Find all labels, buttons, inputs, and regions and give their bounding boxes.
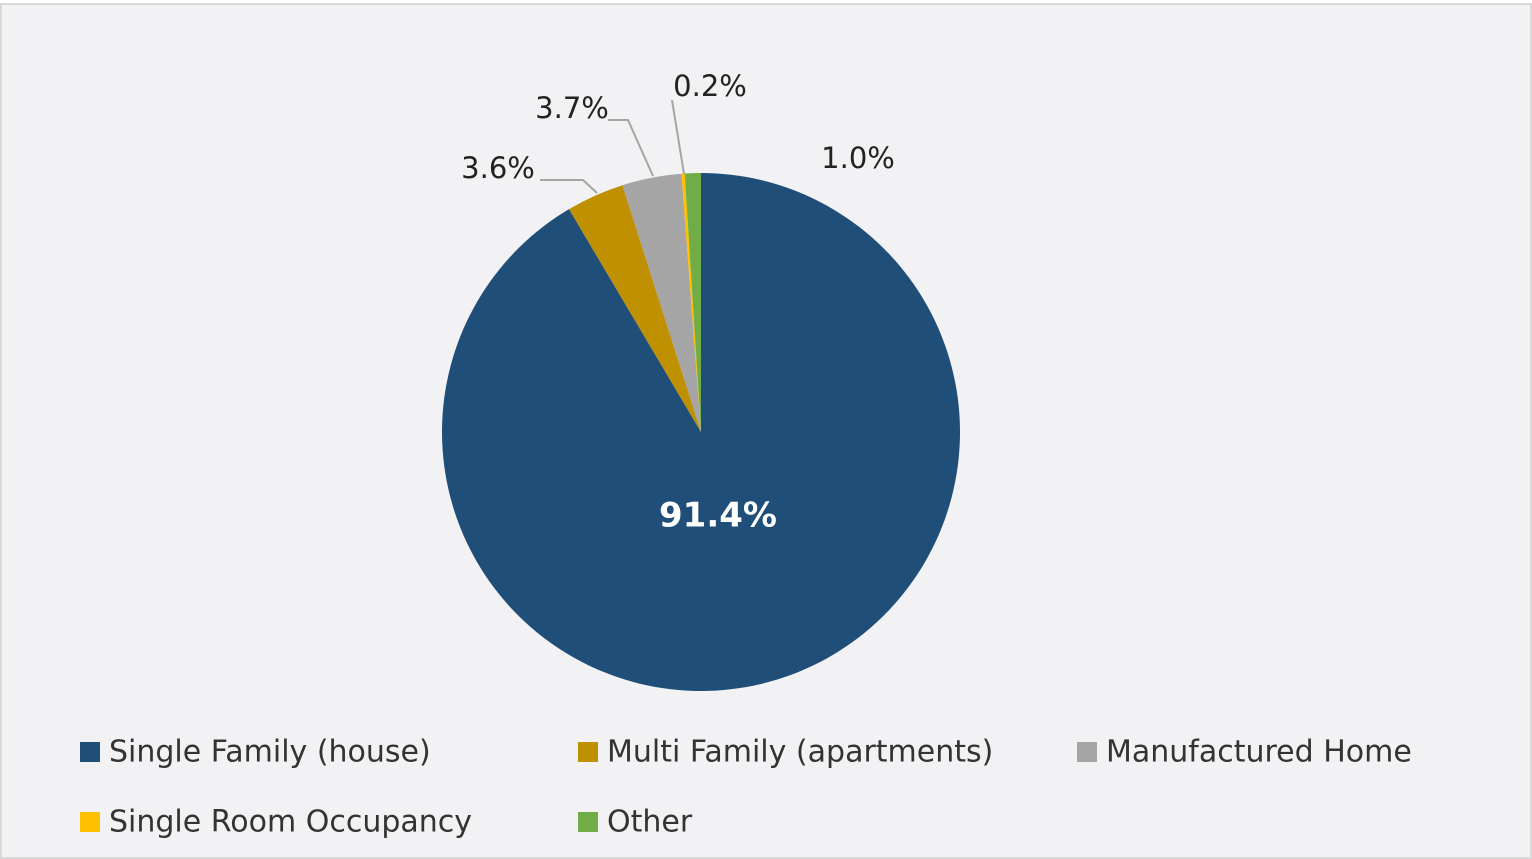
legend-label: Single Family (house) — [109, 735, 431, 770]
legend-label: Manufactured Home — [1106, 735, 1412, 770]
pie-slice — [684, 173, 701, 432]
legend-swatch — [1077, 742, 1097, 762]
legend-swatch — [80, 742, 100, 762]
legend-label: Multi Family (apartments) — [607, 735, 993, 770]
leader-line — [671, 99, 685, 175]
pie-slice — [622, 173, 701, 433]
legend-swatch — [578, 812, 598, 832]
data-label: 0.2% — [673, 69, 747, 103]
data-label: 3.7% — [535, 91, 609, 125]
legend-swatch — [578, 742, 598, 762]
pie-slice — [681, 173, 701, 433]
pie-slice — [569, 185, 701, 432]
leader-line — [540, 179, 598, 194]
data-label: 91.4% — [659, 496, 777, 536]
legend-label: Other — [607, 805, 693, 840]
legend-label: Single Room Occupancy — [109, 805, 472, 840]
leader-line — [608, 119, 654, 177]
data-label: 1.0% — [821, 141, 895, 175]
legend-swatch — [80, 812, 100, 832]
data-label: 3.6% — [461, 151, 535, 185]
